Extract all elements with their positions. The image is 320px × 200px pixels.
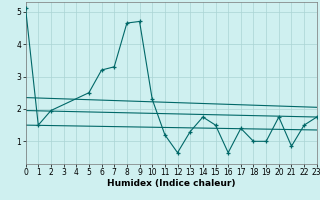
X-axis label: Humidex (Indice chaleur): Humidex (Indice chaleur) (107, 179, 236, 188)
